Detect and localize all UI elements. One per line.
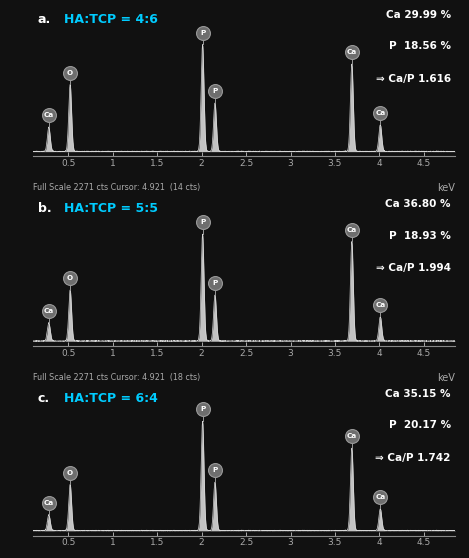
Text: HA:TCP = 4:6: HA:TCP = 4:6 [64, 13, 159, 26]
Text: Full Scale 2271 cts Cursor: 4.921  (18 cts): Full Scale 2271 cts Cursor: 4.921 (18 ct… [33, 373, 200, 382]
Text: HA:TCP = 5:5: HA:TCP = 5:5 [64, 203, 159, 215]
Text: Ca: Ca [347, 227, 357, 233]
Text: P: P [200, 406, 205, 412]
Text: b.: b. [38, 203, 52, 215]
Text: Ca: Ca [375, 302, 386, 308]
Text: Ca 29.99 %: Ca 29.99 % [386, 10, 451, 20]
Text: O: O [67, 70, 73, 76]
Text: P: P [212, 88, 218, 94]
Text: Ca 36.80 %: Ca 36.80 % [385, 199, 451, 209]
Text: Ca: Ca [347, 433, 357, 439]
Text: c.: c. [38, 392, 50, 405]
Text: ⇒ Ca/P 1.616: ⇒ Ca/P 1.616 [376, 74, 451, 84]
Text: P  20.17 %: P 20.17 % [389, 420, 451, 430]
Text: Ca: Ca [44, 308, 54, 314]
Text: a.: a. [38, 13, 51, 26]
Text: keV: keV [437, 183, 455, 193]
Text: Ca: Ca [44, 500, 54, 506]
Text: ⇒ Ca/P 1.742: ⇒ Ca/P 1.742 [375, 453, 451, 463]
Text: Ca: Ca [375, 110, 386, 116]
Text: Ca 35.15 %: Ca 35.15 % [385, 389, 451, 399]
Text: P  18.56 %: P 18.56 % [389, 41, 451, 51]
Text: P: P [200, 219, 205, 225]
Text: Ca: Ca [44, 112, 54, 118]
Text: P: P [212, 467, 218, 473]
Text: P: P [212, 280, 218, 286]
Text: P  18.93 %: P 18.93 % [389, 230, 451, 240]
Text: Ca: Ca [347, 49, 357, 55]
Text: HA:TCP = 6:4: HA:TCP = 6:4 [64, 392, 159, 405]
Text: O: O [67, 469, 73, 475]
Text: ⇒ Ca/P 1.994: ⇒ Ca/P 1.994 [376, 263, 451, 273]
Text: keV: keV [437, 373, 455, 383]
Text: Full Scale 2271 cts Cursor: 4.921  (14 cts): Full Scale 2271 cts Cursor: 4.921 (14 ct… [33, 183, 200, 192]
Text: Ca: Ca [375, 494, 386, 500]
Text: O: O [67, 275, 73, 281]
Text: P: P [200, 30, 205, 36]
